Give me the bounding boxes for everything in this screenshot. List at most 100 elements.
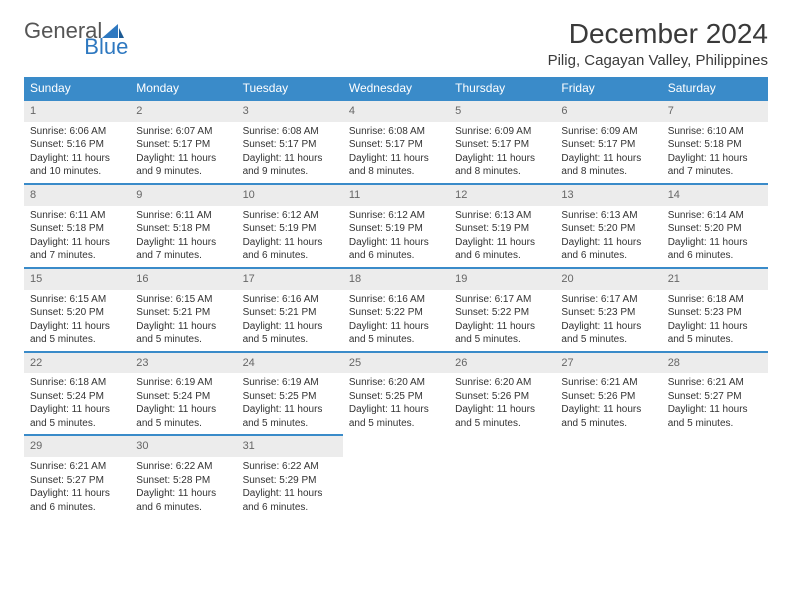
weekday-header: Friday: [555, 77, 661, 99]
day-number: 25: [343, 351, 449, 374]
day-sunrise: Sunrise: 6:09 AM: [561, 125, 655, 139]
day-sunrise: Sunrise: 6:18 AM: [30, 376, 124, 390]
day-sunset: Sunset: 5:19 PM: [243, 222, 337, 236]
brand-logo: General Blue: [24, 18, 172, 44]
day-sunrise: Sunrise: 6:16 AM: [243, 293, 337, 307]
day-daylight: Daylight: 11 hours and 7 minutes.: [136, 236, 230, 263]
calendar-day-cell: 5Sunrise: 6:09 AMSunset: 5:17 PMDaylight…: [449, 99, 555, 183]
calendar-day-cell: 25Sunrise: 6:20 AMSunset: 5:25 PMDayligh…: [343, 351, 449, 435]
day-daylight: Daylight: 11 hours and 5 minutes.: [243, 320, 337, 347]
header: General Blue December 2024: [24, 18, 768, 50]
calendar-day-cell: 30Sunrise: 6:22 AMSunset: 5:28 PMDayligh…: [130, 434, 236, 518]
day-body: Sunrise: 6:12 AMSunset: 5:19 PMDaylight:…: [343, 206, 449, 267]
calendar-day-cell: [449, 434, 555, 518]
day-sunrise: Sunrise: 6:14 AM: [668, 209, 762, 223]
day-sunset: Sunset: 5:20 PM: [668, 222, 762, 236]
day-sunset: Sunset: 5:18 PM: [136, 222, 230, 236]
day-number: 30: [130, 434, 236, 457]
calendar-day-cell: 6Sunrise: 6:09 AMSunset: 5:17 PMDaylight…: [555, 99, 661, 183]
day-body: Sunrise: 6:21 AMSunset: 5:27 PMDaylight:…: [662, 373, 768, 434]
day-body: Sunrise: 6:15 AMSunset: 5:20 PMDaylight:…: [24, 290, 130, 351]
day-body: Sunrise: 6:20 AMSunset: 5:25 PMDaylight:…: [343, 373, 449, 434]
day-sunset: Sunset: 5:24 PM: [30, 390, 124, 404]
day-daylight: Daylight: 11 hours and 5 minutes.: [561, 320, 655, 347]
day-sunset: Sunset: 5:20 PM: [30, 306, 124, 320]
day-daylight: Daylight: 11 hours and 5 minutes.: [243, 403, 337, 430]
day-sunset: Sunset: 5:27 PM: [668, 390, 762, 404]
day-body: Sunrise: 6:08 AMSunset: 5:17 PMDaylight:…: [343, 122, 449, 183]
day-body: Sunrise: 6:09 AMSunset: 5:17 PMDaylight:…: [555, 122, 661, 183]
day-daylight: Daylight: 11 hours and 5 minutes.: [30, 320, 124, 347]
day-sunrise: Sunrise: 6:08 AM: [243, 125, 337, 139]
day-sunset: Sunset: 5:19 PM: [455, 222, 549, 236]
day-body: Sunrise: 6:22 AMSunset: 5:28 PMDaylight:…: [130, 457, 236, 518]
day-number: 23: [130, 351, 236, 374]
day-daylight: Daylight: 11 hours and 8 minutes.: [349, 152, 443, 179]
calendar-day-cell: 18Sunrise: 6:16 AMSunset: 5:22 PMDayligh…: [343, 267, 449, 351]
day-number: 22: [24, 351, 130, 374]
day-daylight: Daylight: 11 hours and 6 minutes.: [243, 487, 337, 514]
day-number: 9: [130, 183, 236, 206]
day-daylight: Daylight: 11 hours and 6 minutes.: [349, 236, 443, 263]
brand-text-blue: Blue: [84, 34, 128, 60]
day-number: 12: [449, 183, 555, 206]
day-sunset: Sunset: 5:17 PM: [243, 138, 337, 152]
day-body: Sunrise: 6:21 AMSunset: 5:26 PMDaylight:…: [555, 373, 661, 434]
day-sunrise: Sunrise: 6:19 AM: [243, 376, 337, 390]
day-body: Sunrise: 6:22 AMSunset: 5:29 PMDaylight:…: [237, 457, 343, 518]
calendar-day-cell: 28Sunrise: 6:21 AMSunset: 5:27 PMDayligh…: [662, 351, 768, 435]
day-body: Sunrise: 6:16 AMSunset: 5:22 PMDaylight:…: [343, 290, 449, 351]
day-sunrise: Sunrise: 6:06 AM: [30, 125, 124, 139]
day-sunset: Sunset: 5:21 PM: [243, 306, 337, 320]
day-number: 1: [24, 99, 130, 122]
calendar-day-cell: 15Sunrise: 6:15 AMSunset: 5:20 PMDayligh…: [24, 267, 130, 351]
day-sunset: Sunset: 5:17 PM: [455, 138, 549, 152]
day-body: Sunrise: 6:08 AMSunset: 5:17 PMDaylight:…: [237, 122, 343, 183]
calendar-day-cell: 31Sunrise: 6:22 AMSunset: 5:29 PMDayligh…: [237, 434, 343, 518]
day-number: 17: [237, 267, 343, 290]
day-sunset: Sunset: 5:23 PM: [668, 306, 762, 320]
day-number: 3: [237, 99, 343, 122]
day-number: 18: [343, 267, 449, 290]
day-sunset: Sunset: 5:28 PM: [136, 474, 230, 488]
calendar-week-row: 1Sunrise: 6:06 AMSunset: 5:16 PMDaylight…: [24, 99, 768, 183]
calendar-day-cell: 24Sunrise: 6:19 AMSunset: 5:25 PMDayligh…: [237, 351, 343, 435]
day-body: Sunrise: 6:17 AMSunset: 5:22 PMDaylight:…: [449, 290, 555, 351]
day-number: 16: [130, 267, 236, 290]
calendar-day-cell: 14Sunrise: 6:14 AMSunset: 5:20 PMDayligh…: [662, 183, 768, 267]
calendar-day-cell: [343, 434, 449, 518]
day-sunrise: Sunrise: 6:13 AM: [455, 209, 549, 223]
day-sunset: Sunset: 5:17 PM: [349, 138, 443, 152]
day-daylight: Daylight: 11 hours and 5 minutes.: [668, 320, 762, 347]
calendar-week-row: 22Sunrise: 6:18 AMSunset: 5:24 PMDayligh…: [24, 351, 768, 435]
day-sunrise: Sunrise: 6:22 AM: [243, 460, 337, 474]
day-daylight: Daylight: 11 hours and 5 minutes.: [455, 403, 549, 430]
day-number: 29: [24, 434, 130, 457]
day-body: Sunrise: 6:12 AMSunset: 5:19 PMDaylight:…: [237, 206, 343, 267]
calendar-day-cell: 11Sunrise: 6:12 AMSunset: 5:19 PMDayligh…: [343, 183, 449, 267]
calendar-day-cell: 4Sunrise: 6:08 AMSunset: 5:17 PMDaylight…: [343, 99, 449, 183]
calendar-day-cell: [662, 434, 768, 518]
day-sunset: Sunset: 5:20 PM: [561, 222, 655, 236]
calendar-day-cell: 16Sunrise: 6:15 AMSunset: 5:21 PMDayligh…: [130, 267, 236, 351]
day-sunrise: Sunrise: 6:17 AM: [561, 293, 655, 307]
calendar-day-cell: 7Sunrise: 6:10 AMSunset: 5:18 PMDaylight…: [662, 99, 768, 183]
day-body: Sunrise: 6:19 AMSunset: 5:25 PMDaylight:…: [237, 373, 343, 434]
day-sunrise: Sunrise: 6:13 AM: [561, 209, 655, 223]
day-sunrise: Sunrise: 6:07 AM: [136, 125, 230, 139]
day-body: Sunrise: 6:16 AMSunset: 5:21 PMDaylight:…: [237, 290, 343, 351]
day-number: 10: [237, 183, 343, 206]
weekday-header-row: Sunday Monday Tuesday Wednesday Thursday…: [24, 77, 768, 99]
day-daylight: Daylight: 11 hours and 7 minutes.: [668, 152, 762, 179]
calendar-day-cell: 13Sunrise: 6:13 AMSunset: 5:20 PMDayligh…: [555, 183, 661, 267]
day-sunrise: Sunrise: 6:10 AM: [668, 125, 762, 139]
day-sunrise: Sunrise: 6:22 AM: [136, 460, 230, 474]
calendar-day-cell: 3Sunrise: 6:08 AMSunset: 5:17 PMDaylight…: [237, 99, 343, 183]
calendar-day-cell: 12Sunrise: 6:13 AMSunset: 5:19 PMDayligh…: [449, 183, 555, 267]
day-sunset: Sunset: 5:24 PM: [136, 390, 230, 404]
day-sunrise: Sunrise: 6:17 AM: [455, 293, 549, 307]
calendar-body: 1Sunrise: 6:06 AMSunset: 5:16 PMDaylight…: [24, 99, 768, 518]
day-number: 28: [662, 351, 768, 374]
day-body: Sunrise: 6:06 AMSunset: 5:16 PMDaylight:…: [24, 122, 130, 183]
day-body: Sunrise: 6:17 AMSunset: 5:23 PMDaylight:…: [555, 290, 661, 351]
